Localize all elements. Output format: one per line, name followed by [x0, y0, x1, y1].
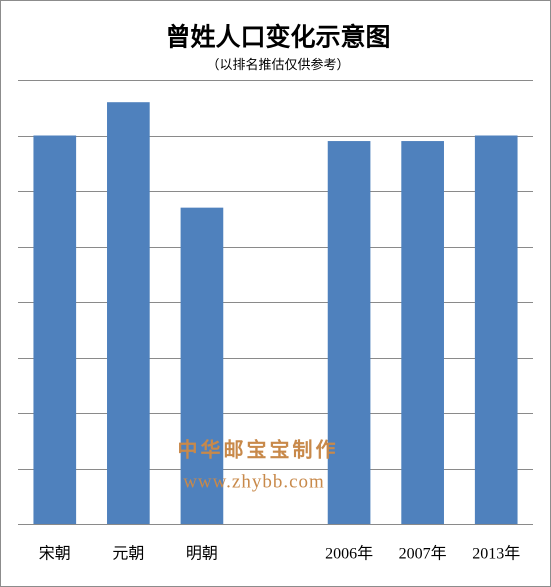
bar	[327, 141, 371, 525]
bar	[33, 135, 77, 524]
x-tick-label: 明朝	[186, 545, 218, 563]
chart-title: 曾姓人口变化示意图	[165, 23, 390, 52]
chart-subtitle: （以排名推估仅供参考）	[206, 57, 349, 72]
x-tick-label: 元朝	[112, 545, 144, 563]
x-tick-label: 2013年	[472, 545, 520, 563]
bar	[180, 207, 224, 524]
x-tick-label: 2007年	[399, 545, 447, 563]
bar	[474, 135, 518, 524]
bar	[401, 141, 444, 525]
x-tick-label: 2006年	[325, 545, 373, 563]
watermark-url: www.zhybb.com	[183, 471, 325, 492]
watermark: 中华邮宝宝制作	[178, 438, 339, 462]
bar	[107, 102, 150, 524]
x-tick-label: 宋朝	[39, 545, 71, 563]
